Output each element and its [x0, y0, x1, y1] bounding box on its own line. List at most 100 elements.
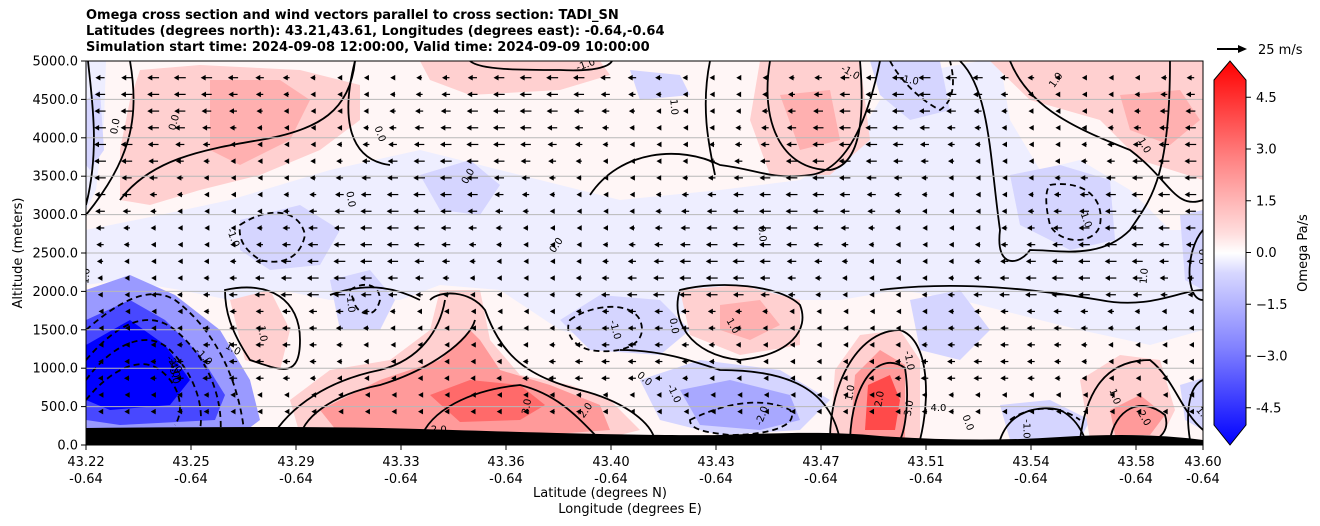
wind-vector: [627, 342, 637, 348]
wind-vector: [229, 325, 237, 331]
wind-vector: [1082, 408, 1088, 415]
wind-vector: [363, 358, 369, 365]
wind-vector: [602, 241, 608, 248]
contour-label: -1.0: [344, 293, 357, 313]
wind-vector: [1107, 124, 1114, 131]
wind-vector: [1162, 408, 1168, 415]
wind-vector: [282, 225, 290, 231]
wind-vector: [522, 375, 529, 382]
wind-vector: [1053, 191, 1061, 198]
wind-vector: [815, 291, 821, 298]
wind-vector: [869, 392, 875, 398]
wind-vector: [122, 191, 132, 198]
wind-vector: [98, 408, 104, 415]
wind-vector: [387, 175, 398, 181]
wind-vector: [921, 342, 928, 348]
wind-vector: [710, 392, 716, 398]
wind-vector: [227, 74, 239, 81]
wind-vector: [1078, 275, 1091, 281]
wind-vector: [335, 325, 343, 331]
wind-vector: [1185, 241, 1195, 248]
wind-vector: [467, 208, 478, 215]
wind-vector: [415, 291, 423, 298]
wind-vector: [681, 208, 690, 215]
wind-vector: [413, 225, 425, 231]
wind-vector: [842, 408, 848, 415]
wind-vector: [736, 358, 742, 365]
contour-line: [347, 61, 391, 166]
wind-vector: [388, 141, 397, 148]
wind-vector: [576, 241, 582, 248]
wind-vector: [440, 124, 452, 131]
x-tick-label-lat: 43.22: [67, 455, 104, 470]
wind-vector: [1029, 408, 1035, 415]
wind-vector: [149, 191, 157, 198]
wind-vector: [121, 158, 133, 164]
wind-vector: [360, 225, 372, 231]
wind-vector: [282, 74, 290, 81]
wind-vector: [523, 258, 529, 265]
omega-region-neg-light-2: [240, 205, 340, 270]
contour-label: 1.0: [844, 384, 858, 402]
wind-vector: [573, 108, 584, 114]
wind-vector: [814, 275, 822, 281]
wind-vector: [866, 191, 876, 198]
wind-vector: [1134, 91, 1140, 98]
wind-vector: [391, 408, 397, 415]
wind-vector: [843, 308, 849, 315]
wind-vector: [442, 291, 449, 298]
wind-vector: [1105, 175, 1116, 181]
x-tick-label-lon: -0.64: [489, 472, 523, 487]
contour-line-negative: [86, 293, 246, 441]
wind-vector: [200, 74, 213, 81]
x-tick-label-lon: -0.64: [1186, 472, 1220, 487]
contour-label: 4.0: [930, 403, 946, 414]
wind-vector: [1052, 225, 1063, 231]
wind-vector: [759, 275, 770, 281]
wind-vector: [523, 342, 529, 348]
wind-vector: [868, 258, 874, 265]
wind-vector: [1162, 392, 1168, 398]
wind-vector: [1028, 91, 1034, 98]
wind-vector: [762, 74, 768, 81]
wind-vector: [1051, 291, 1064, 298]
wind-vector: [333, 241, 346, 248]
wind-vector: [444, 408, 450, 415]
omega-region-neg-light-3: [1010, 165, 1115, 250]
wind-vector: [1055, 91, 1061, 98]
wind-vector: [973, 108, 982, 114]
x-tick-label-lat: 43.51: [907, 455, 944, 470]
wind-vector: [601, 375, 610, 382]
wind-vector: [417, 342, 423, 348]
wind-vector: [546, 74, 559, 81]
wind-vector: [1051, 275, 1064, 281]
wind-vector: [1135, 375, 1141, 382]
wind-vector: [866, 175, 877, 181]
wind-vector: [895, 342, 901, 348]
omega-region-pos-strong-1: [430, 380, 545, 422]
wind-vector: [1000, 325, 1009, 331]
wind-vector: [547, 124, 558, 131]
wind-vector: [816, 325, 822, 331]
wind-vector: [1080, 158, 1088, 164]
wind-vector: [549, 275, 555, 281]
wind-vector: [306, 291, 319, 298]
wind-vector: [947, 325, 955, 331]
wind-vector: [204, 191, 210, 198]
wind-vector: [655, 208, 662, 215]
wind-vector: [308, 225, 318, 231]
wind-vector: [975, 158, 981, 164]
wind-vector: [1135, 342, 1141, 348]
wind-vector: [124, 342, 130, 348]
wind-vector: [202, 375, 211, 382]
wind-vector: [415, 91, 423, 98]
wind-vector: [842, 375, 848, 382]
wind-vector: [918, 74, 931, 81]
wind-vector: [573, 91, 585, 98]
wind-vector: [177, 408, 183, 415]
wind-vector: [549, 191, 555, 198]
wind-vector: [785, 175, 798, 181]
wind-vector: [151, 308, 157, 315]
wind-vector: [203, 392, 210, 398]
wind-vector: [709, 124, 715, 131]
